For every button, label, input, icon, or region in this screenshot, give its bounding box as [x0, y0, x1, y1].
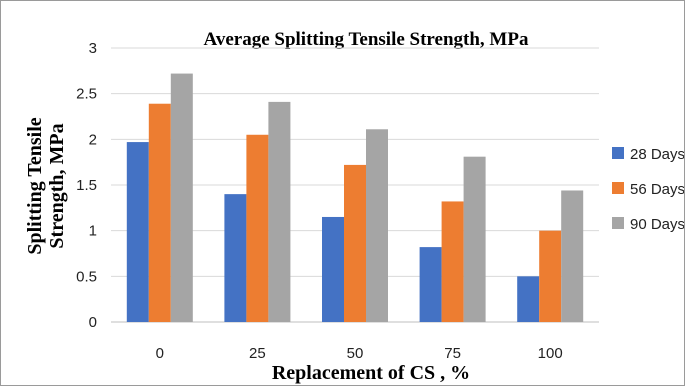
bar-28-days-25 [224, 194, 247, 322]
bar-56-days-100 [539, 230, 562, 322]
legend-swatch [612, 182, 624, 194]
legend-label: 90 Days [630, 216, 684, 233]
bar-28-days-0 [126, 142, 149, 322]
bar-90-days-50 [366, 129, 388, 322]
x-tick-label: 100 [538, 345, 563, 362]
x-tick-label: 50 [347, 345, 364, 362]
bars [126, 73, 584, 323]
x-tick-label: 0 [156, 345, 164, 362]
legend-label: 28 Days [630, 146, 684, 163]
y-tick-label: 1.5 [76, 177, 97, 194]
y-axis-title-line-1: Splitting Tensile [24, 117, 46, 254]
bar-28-days-75 [419, 247, 442, 322]
x-axis-title: Replacement of CS , % [272, 362, 470, 384]
x-tick-label: 25 [249, 345, 266, 362]
legend: 28 Days 56 Days 90 Days [612, 146, 684, 233]
y-tick-label: 3 [89, 40, 97, 57]
legend-swatch [612, 217, 624, 229]
y-tick-label: 2 [89, 131, 97, 148]
legend-label: 56 Days [630, 181, 684, 198]
y-axis-title: Splitting Tensile Strength, MPa [24, 117, 68, 254]
y-axis-title-line-2: Strength, MPa [46, 123, 68, 248]
y-tick-label: 2.5 [76, 86, 97, 103]
y-tick-label: 0.5 [76, 268, 97, 285]
bar-90-days-25 [268, 101, 291, 323]
y-tick-label: 0 [89, 314, 97, 331]
bar-56-days-50 [344, 164, 366, 322]
bar-56-days-25 [246, 134, 269, 322]
x-tick-label: 75 [444, 345, 461, 362]
y-tick-label: 1 [89, 223, 97, 240]
bar-28-days-100 [517, 276, 540, 322]
bar-56-days-75 [441, 201, 464, 322]
bar-56-days-0 [148, 103, 171, 322]
bar-90-days-0 [170, 73, 193, 322]
bar-28-days-50 [322, 216, 344, 322]
bar-90-days-75 [463, 156, 486, 322]
legend-swatch [612, 147, 624, 159]
y-tick-labels: 0 0.5 1 1.5 2 2.5 3 [76, 40, 97, 331]
bar-90-days-100 [561, 190, 584, 322]
chart-title: Average Splitting Tensile Strength, MPa [204, 29, 529, 50]
x-tick-labels: 0 25 50 75 100 [156, 345, 563, 362]
